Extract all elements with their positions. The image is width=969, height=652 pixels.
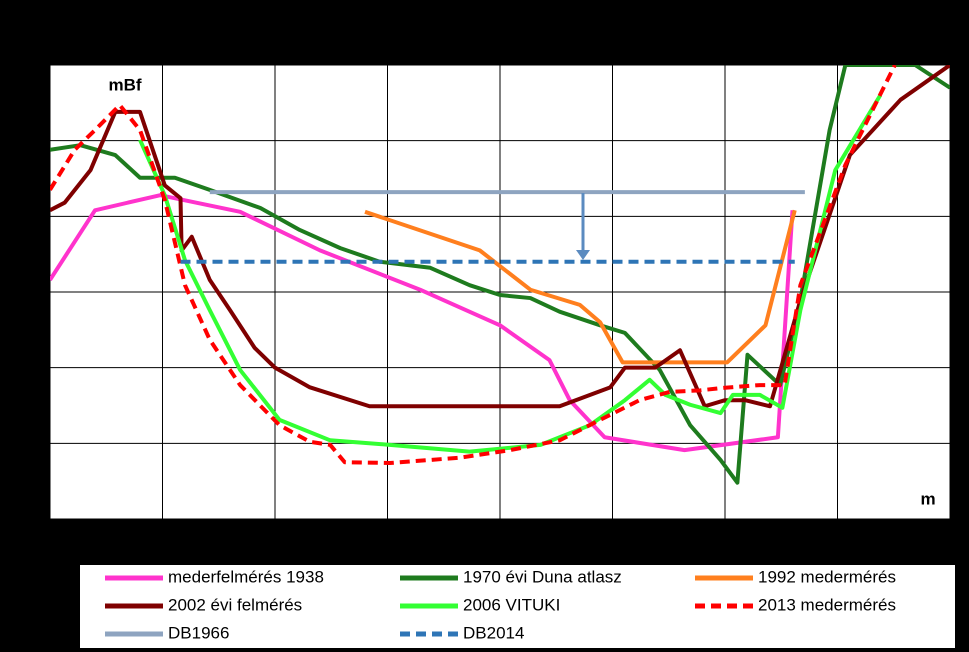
y-axis-label: mBf <box>108 75 141 94</box>
legend-label: 1970 évi Duna atlasz <box>463 567 622 586</box>
y-tick-label: 3 <box>35 281 44 300</box>
x-tick-label: 700 <box>823 522 851 541</box>
y-tick-label: 2 <box>35 357 44 376</box>
legend-label: DB1966 <box>168 623 229 642</box>
arrow-head <box>576 250 590 260</box>
x-tick-label: 100 <box>148 522 176 541</box>
y-tick-label: 0 <box>35 508 44 527</box>
x-tick-label: 400 <box>486 522 514 541</box>
y-tick-label: 4 <box>35 206 44 225</box>
legend-label: 2002 évi felmérés <box>168 595 302 614</box>
series-line <box>50 193 795 453</box>
legend-label: 2006 VITUKI <box>463 595 560 614</box>
x-tick-label: 800 <box>936 522 964 541</box>
x-tick-label: 0 <box>45 522 54 541</box>
x-axis-label: m <box>920 489 935 508</box>
legend-label: DB2014 <box>463 623 524 642</box>
legend <box>80 565 955 648</box>
y-tick-label: 5 <box>35 130 44 149</box>
x-tick-label: 500 <box>598 522 626 541</box>
series-line <box>364 209 797 365</box>
series-line <box>138 94 882 454</box>
legend-label: mederfelmérés 1938 <box>168 567 324 586</box>
legend-label: 1992 medermérés <box>758 567 896 586</box>
y-tick-label: 6 <box>35 54 44 73</box>
series-line <box>50 65 950 409</box>
x-tick-label: 200 <box>261 522 289 541</box>
y-tick-label: 1 <box>35 433 44 452</box>
legend-label: 2013 medermérés <box>758 595 896 614</box>
series-line <box>50 65 897 466</box>
x-tick-label: 600 <box>711 522 739 541</box>
x-tick-label: 300 <box>373 522 401 541</box>
